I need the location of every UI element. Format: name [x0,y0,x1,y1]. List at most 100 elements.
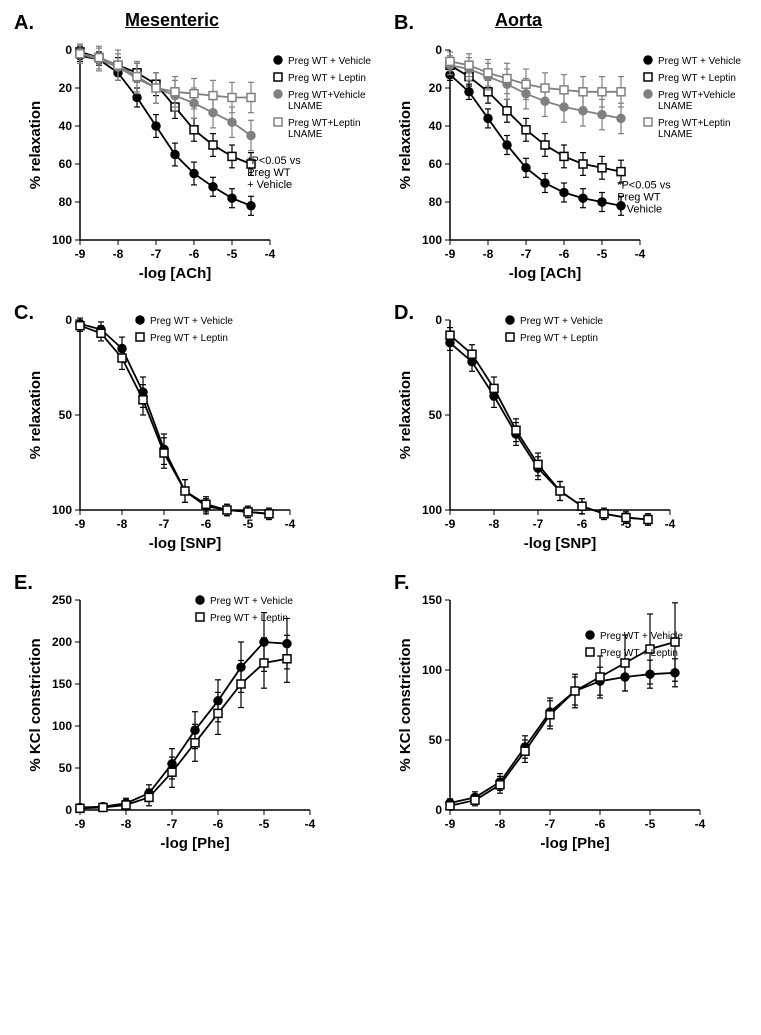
panel-label: C. [14,302,34,325]
svg-text:100: 100 [422,233,442,247]
x-axis-label: -log [SNP] [524,535,597,552]
chart-svg: -9-8-7-6-5-4050100-log [SNP]% relaxation… [10,300,380,560]
svg-text:100: 100 [52,503,72,517]
svg-text:150: 150 [52,677,72,691]
legend-label: LNAME [288,129,323,140]
chart-svg: -9-8-7-6-5-4020406080100-log [ACh]% rela… [10,10,380,290]
legend-label: Preg WT + Vehicle [210,596,293,607]
svg-text:-4: -4 [665,517,676,531]
svg-text:-7: -7 [533,517,544,531]
svg-text:40: 40 [59,119,73,133]
legend-label: Preg WT + Vehicle [658,56,741,67]
svg-text:-4: -4 [305,817,316,831]
panel-F: F.-9-8-7-6-5-4050100150-log [Phe]% KCl c… [390,570,760,860]
svg-text:0: 0 [65,313,72,327]
column-title: Mesenteric [125,10,219,31]
y-axis-label: % KCl constriction [397,638,414,771]
svg-text:-6: -6 [189,247,200,261]
annotation-text: + Vehicle [617,204,662,216]
svg-text:150: 150 [422,593,442,607]
panel-label: E. [14,572,33,595]
svg-text:-7: -7 [545,817,556,831]
legend-label: Preg WT + Leptin [600,648,678,659]
svg-text:-7: -7 [521,247,532,261]
svg-text:0: 0 [435,43,442,57]
panel-D: D.-9-8-7-6-5-4050100-log [SNP]% relaxati… [390,300,760,560]
annotation-text: Preg WT [617,192,661,204]
svg-text:80: 80 [429,195,443,209]
svg-text:-9: -9 [75,517,86,531]
y-axis-label: % relaxation [27,371,44,459]
x-axis-label: -log [Phe] [160,835,229,852]
panel-E: E.-9-8-7-6-5-4050100150200250-log [Phe]%… [10,570,380,860]
chart-svg: -9-8-7-6-5-4050100150200250-log [Phe]% K… [10,570,380,860]
chart-svg: -9-8-7-6-5-4020406080100-log [ACh]% rela… [390,10,760,290]
legend-label: LNAME [658,101,693,112]
svg-text:0: 0 [435,313,442,327]
legend-label: Preg WT+Leptin [658,118,731,129]
svg-text:250: 250 [52,593,72,607]
svg-text:-7: -7 [151,247,162,261]
legend-label: Preg WT + Leptin [150,333,228,344]
legend-label: LNAME [288,101,323,112]
legend-label: Preg WT+Vehicle [658,90,736,101]
svg-text:-8: -8 [489,517,500,531]
legend-label: Preg WT + Vehicle [288,56,371,67]
panel-label: D. [394,302,414,325]
y-axis-label: % relaxation [397,101,414,189]
svg-text:100: 100 [52,233,72,247]
legend-label: LNAME [658,129,693,140]
panel-label: F. [394,572,410,595]
legend-label: Preg WT + Leptin [288,73,366,84]
x-axis-label: -log [ACh] [139,265,211,282]
svg-text:-8: -8 [117,517,128,531]
column-title: Aorta [495,10,542,31]
svg-text:-9: -9 [445,247,456,261]
svg-text:-6: -6 [559,247,570,261]
chart-svg: -9-8-7-6-5-4050100-log [SNP]% relaxation… [390,300,760,560]
svg-text:200: 200 [52,635,72,649]
y-axis-label: % relaxation [397,371,414,459]
legend-label: Preg WT + Leptin [658,73,736,84]
y-axis-label: % relaxation [27,101,44,189]
panel-label: B. [394,12,414,35]
legend-label: Preg WT+Leptin [288,118,361,129]
panel-A: A.Mesenteric-9-8-7-6-5-4020406080100-log… [10,10,380,290]
svg-text:-9: -9 [445,817,456,831]
svg-text:50: 50 [59,761,73,775]
chart-svg: -9-8-7-6-5-4050100150-log [Phe]% KCl con… [390,570,760,860]
panel-label: A. [14,12,34,35]
annotation-text: Preg WT [247,167,291,179]
panel-B: B.Aorta-9-8-7-6-5-4020406080100-log [ACh… [390,10,760,290]
svg-text:-5: -5 [645,817,656,831]
svg-text:-8: -8 [495,817,506,831]
panel-C: C.-9-8-7-6-5-4050100-log [SNP]% relaxati… [10,300,380,560]
svg-text:-4: -4 [285,517,296,531]
annotation-text: *P<0.05 vs [247,155,301,167]
legend-label: Preg WT + Vehicle [150,316,233,327]
svg-text:100: 100 [422,663,442,677]
svg-text:100: 100 [52,719,72,733]
legend-label: Preg WT + Vehicle [600,631,683,642]
svg-text:20: 20 [59,81,73,95]
annotation-text: *P<0.05 vs [617,180,671,192]
svg-text:-8: -8 [113,247,124,261]
svg-text:60: 60 [429,157,443,171]
svg-text:-7: -7 [167,817,178,831]
svg-text:0: 0 [65,43,72,57]
x-axis-label: -log [ACh] [509,265,581,282]
x-axis-label: -log [Phe] [540,835,609,852]
svg-text:-9: -9 [445,517,456,531]
legend-label: Preg WT+Vehicle [288,90,366,101]
svg-text:-5: -5 [227,247,238,261]
svg-text:-4: -4 [265,247,276,261]
svg-text:0: 0 [65,803,72,817]
svg-text:100: 100 [422,503,442,517]
svg-text:-5: -5 [243,517,254,531]
svg-text:80: 80 [59,195,73,209]
svg-text:-8: -8 [483,247,494,261]
svg-text:20: 20 [429,81,443,95]
svg-text:40: 40 [429,119,443,133]
x-axis-label: -log [SNP] [149,535,222,552]
svg-text:-9: -9 [75,247,86,261]
